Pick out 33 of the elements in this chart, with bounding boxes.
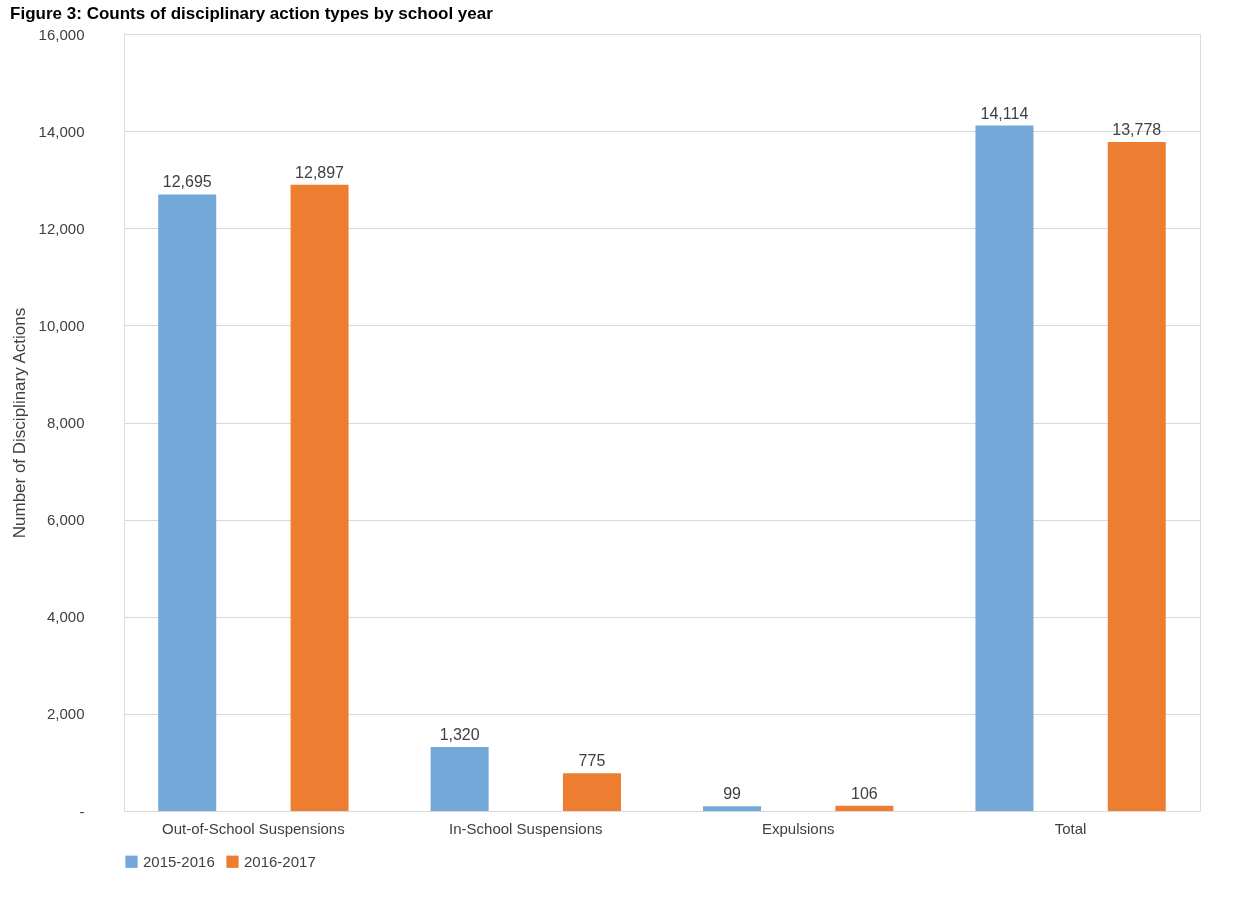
x-tick-label: Total: [1054, 819, 1087, 837]
y-tick-label: 12,000: [38, 219, 85, 237]
bar: [835, 805, 894, 811]
data-label: 775: [578, 752, 606, 770]
y-tick-label: 14,000: [38, 122, 85, 140]
legend-label: 2016-2017: [244, 852, 316, 870]
data-label: 99: [723, 785, 742, 803]
bar: [158, 194, 217, 811]
data-label: 13,778: [1112, 120, 1162, 138]
data-label: 14,114: [980, 104, 1029, 122]
x-tick-label: Out-of-School Suspensions: [162, 819, 345, 837]
data-label: 12,695: [162, 173, 212, 191]
bar: [430, 746, 489, 811]
y-tick-label: 16,000: [38, 25, 85, 43]
legend-label: 2015-2016: [143, 852, 215, 870]
x-tick-label: Expulsions: [761, 819, 835, 837]
bar: [1107, 141, 1166, 811]
y-tick-label: 8,000: [46, 414, 85, 431]
y-tick-label: -: [79, 802, 85, 820]
bar: [975, 125, 1034, 811]
x-tick-label: In-School Suspensions: [449, 819, 603, 837]
chart-title: Figure 3: Counts of disciplinary action types by school year: [10, 4, 494, 23]
data-label: 1,320: [439, 725, 480, 743]
y-tick-label: 10,000: [38, 316, 85, 334]
bar: [562, 773, 621, 811]
y-axis-title: Number of Disciplinary Actions: [9, 307, 29, 539]
bar: [290, 184, 349, 811]
y-tick-label: 2,000: [46, 705, 85, 723]
y-tick-label: 6,000: [46, 511, 85, 529]
y-tick-label: 4,000: [46, 608, 85, 626]
data-label: 106: [851, 784, 878, 802]
bar: [703, 806, 762, 811]
data-label: 12,897: [295, 163, 345, 181]
